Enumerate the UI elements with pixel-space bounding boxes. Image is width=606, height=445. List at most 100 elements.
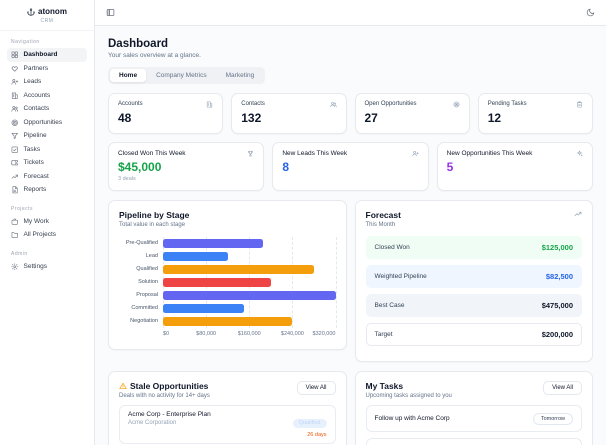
chart-title: Pipeline by Stage xyxy=(119,210,190,220)
panel-left-icon[interactable] xyxy=(106,8,115,17)
target-icon xyxy=(11,119,19,127)
weekly-value: $45,000 xyxy=(118,160,162,174)
stale-list: Acme Corp - Enterprise Plan Acme Corpora… xyxy=(119,405,336,445)
chart-category-label: Negotiation xyxy=(130,318,158,324)
stage-badge: Qualified xyxy=(292,418,327,428)
weekly-note: 3 deals xyxy=(118,176,136,182)
main-area: Dashboard Your sales overview at a glanc… xyxy=(95,0,606,445)
chart-x-tick: $160,000 xyxy=(237,331,261,337)
sidebar-item[interactable]: Pipeline xyxy=(7,129,87,143)
nav-list-projects: My Work All Projects xyxy=(7,215,87,242)
stale-title-row: Stale Opportunities xyxy=(119,381,210,391)
sidebar-item[interactable]: Opportunities xyxy=(7,116,87,130)
weekly-card: Closed Won This Week $45,000 3 deals xyxy=(108,142,265,191)
stat-card: Accounts 48 xyxy=(108,93,224,134)
forecast-row: Weighted Pipeline $82,500 xyxy=(365,265,582,288)
stats-row: Accounts 48 Contacts 132 xyxy=(108,93,593,134)
sidebar-item[interactable]: Tasks xyxy=(7,143,87,157)
tab[interactable]: Company Metrics xyxy=(147,69,216,82)
weekly-row: Closed Won This Week $45,000 3 deals New… xyxy=(108,142,593,191)
stat-card: Pending Tasks 12 xyxy=(477,93,593,134)
chart-category-label: Pre-Qualified xyxy=(125,240,158,246)
sidebar-item[interactable]: Settings xyxy=(7,260,87,274)
chart-bar xyxy=(163,265,314,274)
chart-y-labels: Pre-Qualified Lead Qualified Solution Propos… xyxy=(119,237,163,328)
chart-x-axis: $0 $80,000 $160,000 $240,000 $320,000 xyxy=(163,331,336,340)
pipeline-panel: Pipeline by Stage Total value in each st… xyxy=(108,200,347,350)
opportunity-company: Acme Corporation xyxy=(128,420,177,426)
sidebar-item-label: Settings xyxy=(23,262,48,270)
sidebar-item-label: Leads xyxy=(23,78,42,86)
stat-label: Contacts xyxy=(241,101,265,107)
chart-gridline xyxy=(292,237,294,328)
building-icon xyxy=(206,101,213,108)
weekly-card: New Leads This Week 8 xyxy=(272,142,429,191)
target-icon xyxy=(453,101,460,108)
dashboard-grid-icon xyxy=(11,51,19,59)
ticket-icon xyxy=(11,159,19,167)
chart-x-tick: $240,000 xyxy=(280,331,304,337)
users-icon xyxy=(329,101,337,108)
users-icon xyxy=(11,105,19,113)
forecast-row-label: Weighted Pipeline xyxy=(374,273,427,280)
sidebar-item[interactable]: Tickets xyxy=(7,156,87,170)
sidebar-item-label: Opportunities xyxy=(23,118,63,126)
chart-bar xyxy=(163,291,336,300)
stat-value: 27 xyxy=(364,111,378,125)
sidebar-item[interactable]: Partners xyxy=(7,62,87,76)
weekly-label: New Leads This Week xyxy=(282,150,348,157)
nav-section-label: Navigation xyxy=(11,39,40,45)
brand-subtitle: CRM xyxy=(40,18,54,24)
task-row[interactable]: Prepare proposal for TechFlow Today xyxy=(365,438,582,445)
sidebar-item[interactable]: Dashboard xyxy=(7,48,87,62)
pipeline-plot xyxy=(163,237,337,328)
pipeline-chart: Pre-Qualified Lead Qualified Solution Propos… xyxy=(119,237,337,328)
forecast-row: Closed Won $125,000 xyxy=(365,236,582,259)
sidebar-item[interactable]: Accounts xyxy=(7,89,87,103)
forecast-panel: Forecast This Month Closed Won $125,000 xyxy=(354,200,593,362)
chart-x-tick: $80,000 xyxy=(196,331,217,337)
sidebar-item[interactable]: Reports xyxy=(7,183,87,197)
chart-bar xyxy=(163,252,228,261)
tab[interactable]: Marketing xyxy=(217,69,264,82)
brand: atonom CRM xyxy=(0,0,94,31)
nav-list-admin: Settings xyxy=(7,260,87,274)
nav-section-label: Admin xyxy=(11,250,28,257)
sidebar-item[interactable]: Leads xyxy=(7,75,87,89)
trending-up-icon xyxy=(574,210,582,218)
stale-view-all-button[interactable]: View All xyxy=(296,381,336,395)
stat-value: 12 xyxy=(487,111,502,125)
sidebar-item[interactable]: Contacts xyxy=(7,102,87,116)
warning-triangle-icon xyxy=(119,382,127,390)
stale-opportunities-panel: Stale Opportunities Deals with no activi… xyxy=(108,371,347,445)
sidebar-item[interactable]: My Work xyxy=(7,215,87,229)
sidebar-item-label: Pipeline xyxy=(23,132,47,140)
sidebar-item-label: Contacts xyxy=(23,105,50,113)
nav-list-navigation: Dashboard Partners Leads xyxy=(7,48,87,197)
chart-category-label: Committed xyxy=(131,305,158,311)
moon-icon[interactable] xyxy=(586,8,595,17)
stale-title: Stale Opportunities xyxy=(130,381,209,391)
tasks-view-all-button[interactable]: View All xyxy=(543,381,582,395)
forecast-row-label: Closed Won xyxy=(374,244,410,251)
stale-opportunity-row[interactable]: Acme Corp - Enterprise Plan Acme Corpora… xyxy=(119,405,336,444)
sidebar-item-label: Tasks xyxy=(23,145,41,153)
forecast-subtitle: This Month xyxy=(365,222,396,228)
forecast-row-label: Target xyxy=(374,331,393,338)
chart-bar xyxy=(163,278,271,287)
dashboard-content: Dashboard Your sales overview at a glanc… xyxy=(95,26,606,445)
tasks-subtitle: Upcoming tasks assigned to you xyxy=(365,393,452,399)
forecast-row: Target $200,000 xyxy=(365,323,582,346)
sidebar-item[interactable]: Forecast xyxy=(7,170,87,184)
tab[interactable]: Home xyxy=(110,69,147,82)
sidebar-item-label: All Projects xyxy=(23,231,57,239)
sidebar: atonom CRM Navigation Dashboard xyxy=(0,0,95,445)
tasks-title: My Tasks xyxy=(365,381,404,391)
weekly-label: Closed Won This Week xyxy=(118,150,186,157)
nav-section-label: Projects xyxy=(11,205,34,212)
sidebar-item[interactable]: All Projects xyxy=(7,228,87,242)
task-row[interactable]: Follow up with Acme Corp Tomorrow xyxy=(365,405,582,432)
chart-gridline xyxy=(335,237,337,328)
forecast-title: Forecast xyxy=(365,210,401,220)
